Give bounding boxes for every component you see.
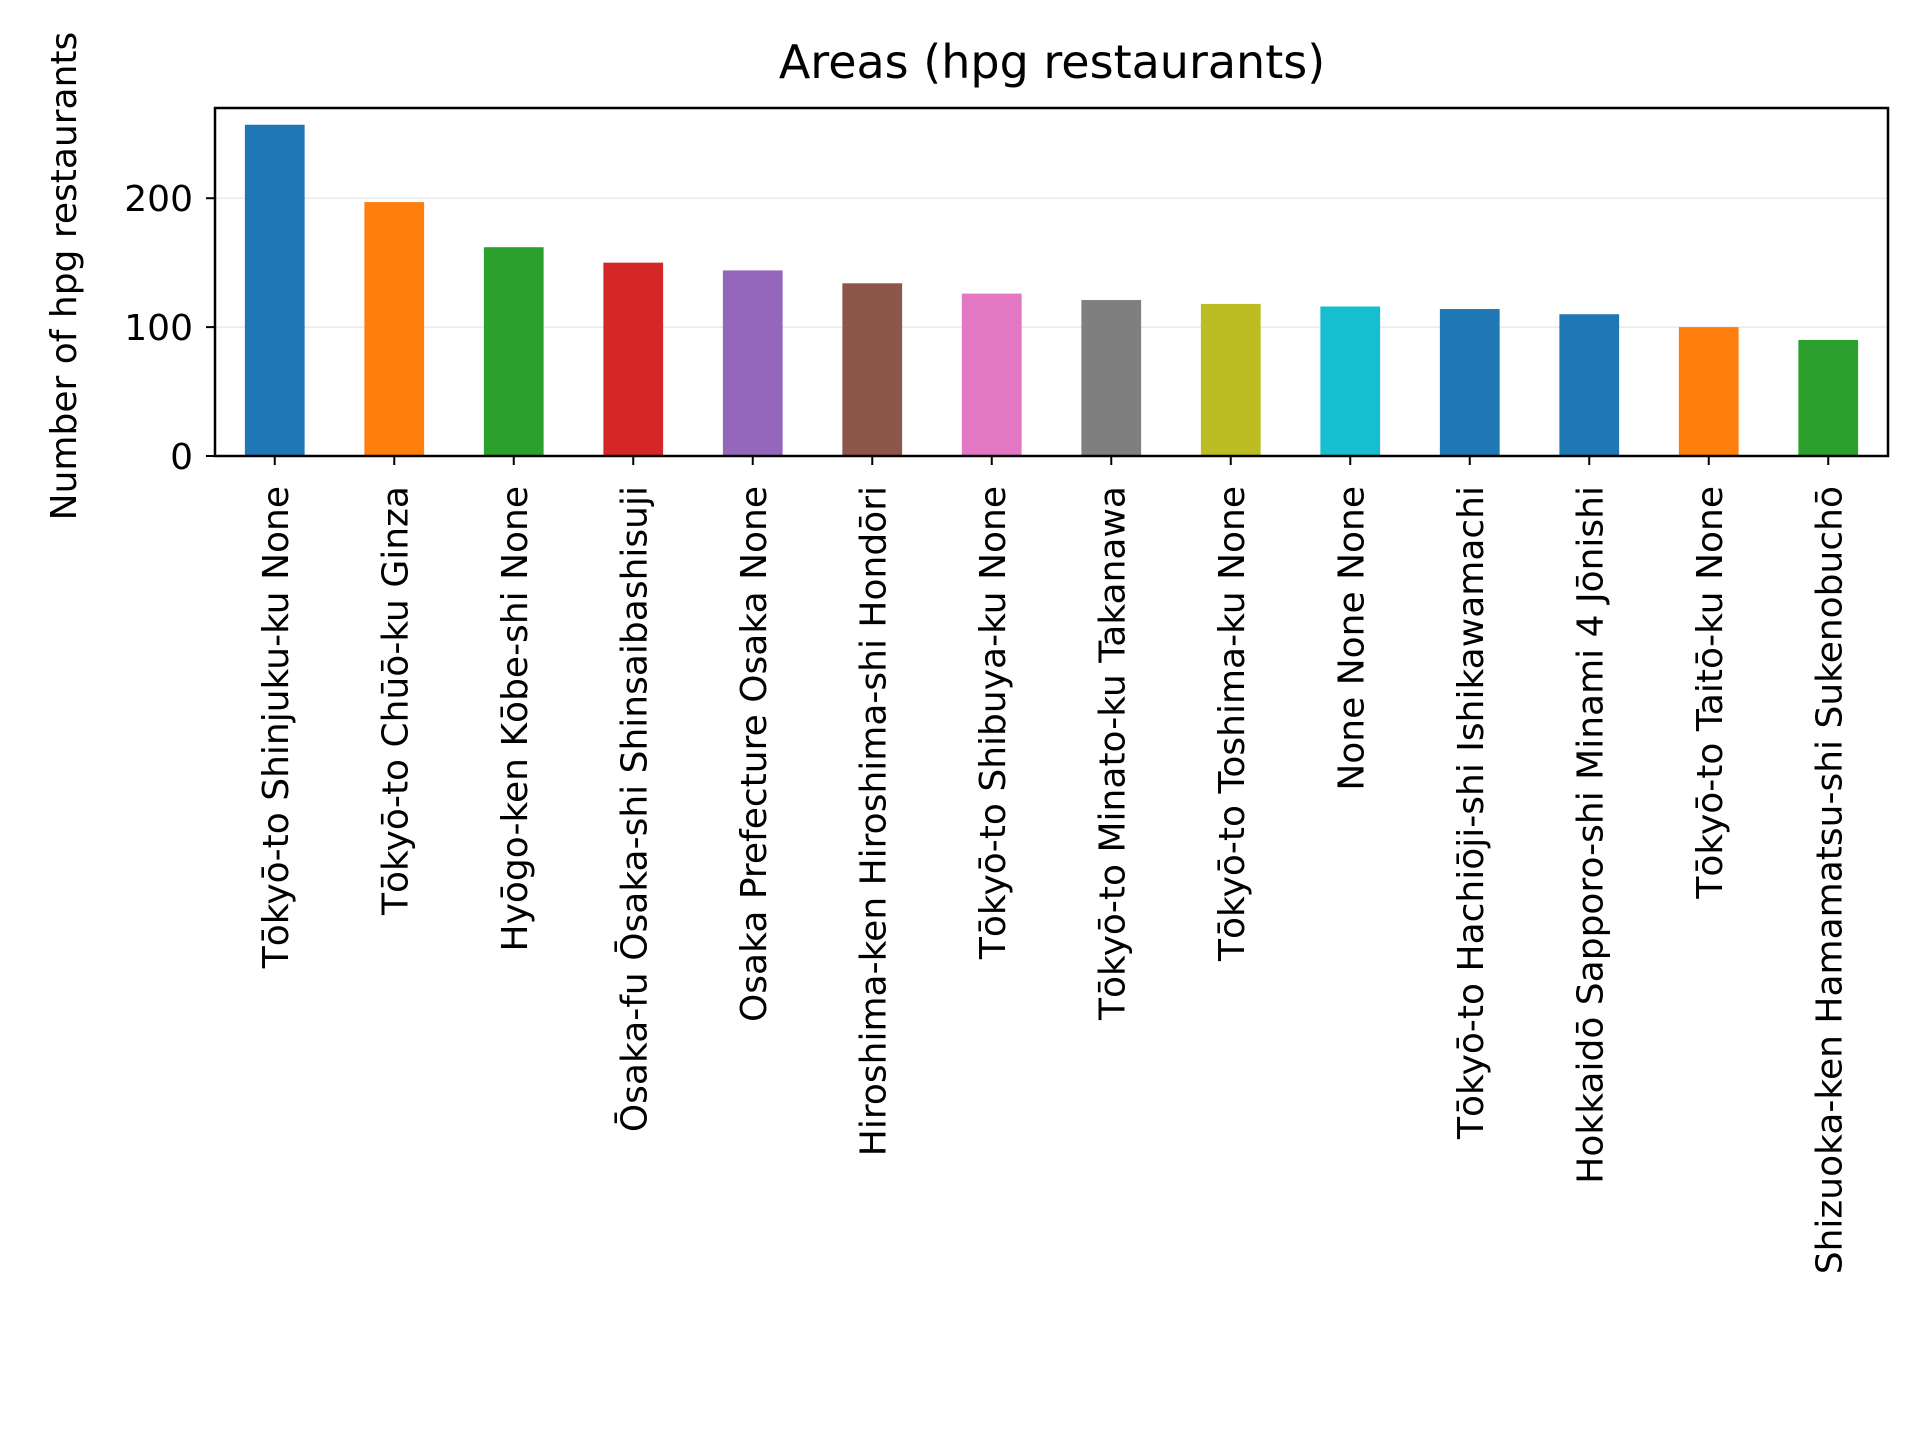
bar-3 [483,247,544,456]
y-ticks: 0 100 200 [124,179,215,478]
bar-6 [842,283,903,456]
bar-14 [1798,340,1859,456]
x-tick-label-11: Tōkyō-to Hachiōji-shi Ishikawamachi [1451,486,1492,1140]
y-tick-label-100: 100 [124,308,193,349]
x-tick-label-12: Hokkaidō Sapporo-shi Minami 4 Jōnishi [1570,486,1611,1184]
gridlines [215,197,1888,328]
x-tick-label-5: Osaka Prefecture Osaka None [734,486,775,1022]
bar-2 [364,202,425,456]
x-tick-label-14: Shizuoka-ken Hamamatsu-shi Sukenobuchō [1809,486,1850,1274]
bar-11 [1439,309,1500,456]
y-axis-label: Number of hpg restaurants [44,32,85,521]
x-tick-label-8: Tōkyō-to Minato-ku Takanawa [1092,486,1133,1021]
bars [244,124,1859,456]
bar-8 [1081,300,1142,456]
bar-12 [1559,314,1620,456]
axes [213,106,1890,458]
bar-1 [244,124,305,456]
bar-5 [722,270,783,456]
x-tick-label-6: Hiroshima-ken Hiroshima-shi Hondōri [853,486,894,1156]
chart-title: Areas (hpg restaurants) [779,35,1325,89]
plot-frame [213,106,1890,458]
y-tick-label-0: 0 [170,437,193,478]
x-tick-label-4: Ōsaka-fu Ōsaka-shi Shinsaibashisuji [614,486,655,1132]
x-tick-label-13: Tōkyō-to Taitō-ku None [1690,486,1731,900]
x-ticks: Tōkyō-to Shinjuku-ku None Tōkyō-to Chūō-k… [256,456,1850,1274]
x-tick-label-10: None None None [1331,486,1372,791]
bar-4 [603,262,664,456]
x-tick-label-2: Tōkyō-to Chūō-ku Ginza [375,486,416,916]
bar-13 [1678,327,1739,456]
y-tick-label-200: 200 [124,179,193,220]
x-tick-label-1: Tōkyō-to Shinjuku-ku None [256,486,297,969]
x-tick-label-9: Tōkyō-to Toshima-ku None [1212,486,1253,962]
x-tick-label-3: Hyōgo-ken Kōbe-shi None [495,486,536,951]
bar-7 [961,293,1022,456]
x-tick-label-7: Tōkyō-to Shibuya-ku None [973,486,1014,960]
bar-10 [1320,306,1381,456]
bar-9 [1200,303,1261,456]
